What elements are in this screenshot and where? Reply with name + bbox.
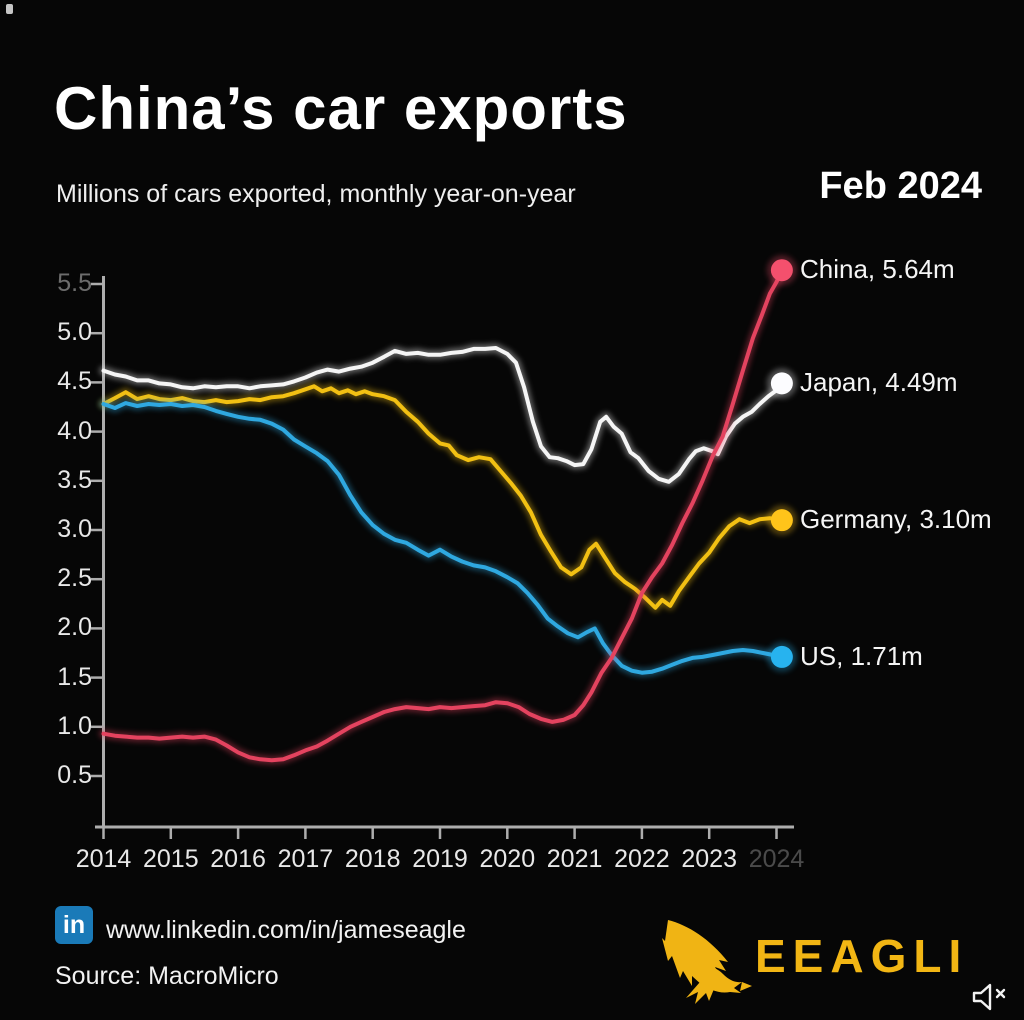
end-dot-glow-germany [766, 505, 797, 536]
eagle-icon [662, 920, 752, 1004]
y-axis-tick-label: 2.0 [57, 613, 92, 642]
y-axis-tick-label: 3.0 [57, 515, 92, 543]
linkedin-icon-text: in [62, 910, 86, 939]
chart-series [99, 255, 797, 765]
y-axis-tick-label: 0.5 [57, 761, 92, 789]
y-axis-tick-label: 1.0 [57, 711, 92, 740]
end-dot-glow-us [766, 641, 797, 672]
end-dot-germany [770, 509, 793, 532]
x-axis-tick-label: 2020 [479, 845, 536, 873]
end-dot-china [770, 259, 793, 282]
end-dot-glow-china [766, 255, 797, 286]
series-label-china: China, 5.64m [800, 254, 955, 285]
y-axis-tick-label: 2.5 [57, 564, 92, 593]
as-of-date-label: Feb 2024 [819, 165, 982, 207]
line-glow-germany [99, 381, 787, 613]
x-axis-tick-label: 2021 [546, 845, 603, 873]
end-dot-glow-japan [766, 368, 797, 399]
series-label-us: US, 1.71m [800, 640, 923, 671]
series-label-germany: Germany, 3.10m [800, 504, 992, 535]
chart-axes [91, 276, 794, 839]
x-axis-tick-label: 2014 [75, 845, 132, 873]
x-axis-tick-label: 2022 [614, 845, 670, 873]
corner-artifact-dot [6, 4, 13, 14]
mute-icon[interactable] [970, 983, 1012, 1011]
end-dot-japan [770, 372, 793, 395]
y-axis-tick-label: 4.0 [57, 416, 92, 445]
x-axis-tick-label: 2016 [210, 845, 266, 873]
line-germany [101, 384, 784, 610]
y-axis-tick-label: 5.0 [57, 318, 92, 347]
line-us [101, 401, 784, 675]
chart-subtitle: Millions of cars exported, monthly year-… [56, 180, 576, 208]
linkedin-url[interactable]: www.linkedin.com/in/jameseagle [106, 916, 466, 944]
x-axis-tick-label: 2019 [412, 845, 468, 873]
y-axis-tick-label: 4.5 [57, 367, 92, 396]
line-glow-china [99, 265, 787, 765]
y-axis-tick-label: 3.5 [57, 465, 92, 494]
y-axis-tick-label: 1.5 [57, 662, 92, 691]
y-axis-tick-label: 5.5 [57, 269, 92, 297]
source-credit: Source: MacroMicro [55, 962, 279, 990]
page-title: China’s car exports [54, 75, 628, 142]
x-axis-tick-label: 2015 [142, 845, 199, 873]
line-glow-japan [99, 343, 787, 487]
line-japan [101, 346, 784, 484]
x-axis-tick-label: 2018 [344, 845, 401, 873]
x-axis-tick-label: 2017 [277, 845, 334, 873]
line-glow-us [99, 398, 787, 678]
linkedin-icon: in [55, 906, 93, 944]
line-china [101, 268, 784, 763]
end-dot-us [770, 645, 793, 668]
x-axis-tick-label: 2023 [681, 845, 737, 873]
x-axis-tick-label: 2024 [748, 845, 805, 873]
brand-wordmark: EEAGLI [755, 930, 969, 982]
series-label-japan: Japan, 4.49m [800, 367, 958, 398]
